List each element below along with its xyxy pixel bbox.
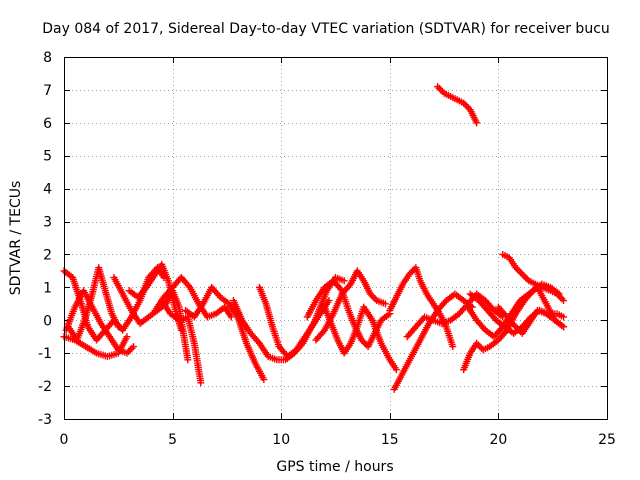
y-tick-label: 5 — [43, 149, 52, 165]
data-point-marker — [522, 273, 530, 281]
data-point-marker — [227, 313, 235, 321]
data-point-marker — [128, 344, 136, 352]
series-track-23 — [494, 303, 568, 337]
y-tick-label: -3 — [38, 412, 52, 428]
data-point-marker — [370, 293, 378, 301]
data-point-marker — [517, 269, 525, 277]
data-point-marker — [260, 376, 268, 384]
data-point-marker — [520, 272, 528, 280]
y-tick-label: 7 — [43, 83, 52, 99]
x-tick-label: 15 — [381, 432, 399, 448]
series-track-14 — [321, 303, 400, 374]
series-track-18 — [434, 83, 481, 127]
data-point-marker — [197, 379, 205, 387]
data-point-marker — [437, 86, 445, 94]
series-track-16 — [386, 264, 457, 351]
x-tick-label: 0 — [60, 432, 69, 448]
y-tick-label: 4 — [43, 182, 52, 198]
data-point-marker — [114, 323, 122, 331]
data-point-marker — [177, 326, 185, 334]
data-point-marker — [434, 83, 442, 91]
plot-frame — [64, 57, 608, 420]
y-tick-label: -1 — [38, 346, 52, 362]
data-point-marker — [340, 277, 348, 285]
series-track-8 — [151, 273, 235, 321]
series-track-4 — [64, 264, 122, 344]
x-tick-label: 10 — [272, 432, 290, 448]
data-point-marker — [449, 343, 457, 351]
data-point-marker — [130, 343, 138, 351]
x-axis-label: GPS time / hours — [276, 459, 393, 475]
y-tick-label: 6 — [43, 116, 52, 132]
y-axis-label: SDTVAR / TECUs — [8, 181, 24, 296]
series-track-7 — [158, 297, 205, 387]
data-point-marker — [381, 300, 389, 308]
y-tick-label: 1 — [43, 280, 52, 296]
data-point-marker — [560, 313, 568, 321]
data-point-marker — [325, 297, 333, 305]
x-tick-label: 5 — [168, 432, 177, 448]
x-tick-label: 25 — [598, 432, 616, 448]
chart-title: Day 084 of 2017, Sidereal Day-to-day VTE… — [42, 21, 610, 37]
data-point-marker — [560, 297, 568, 305]
y-tick-label: 3 — [43, 215, 52, 231]
data-point-marker — [123, 333, 131, 341]
data-point-marker — [515, 267, 523, 275]
series-track-3 — [62, 287, 138, 357]
series-track-22 — [499, 250, 568, 305]
y-tick-label: 2 — [43, 247, 52, 263]
y-tick-label: 8 — [43, 50, 52, 66]
y-tick-label: -2 — [38, 379, 52, 395]
grid — [64, 57, 607, 419]
axis-ticks: 0 5 10 15 20 25 -3 -2 -1 0 1 2 3 4 5 6 7 8 — [38, 50, 616, 448]
data-point-marker — [463, 102, 471, 110]
data-point-marker — [184, 356, 192, 364]
x-tick-label: 20 — [489, 432, 507, 448]
data-point-marker — [560, 323, 568, 331]
data-point-marker — [409, 267, 417, 275]
data-point-marker — [125, 348, 133, 356]
data-point-marker — [473, 119, 481, 127]
data-point-marker — [518, 270, 526, 278]
y-tick-label: 0 — [43, 313, 52, 329]
data-points — [60, 83, 568, 393]
data-point-marker — [392, 366, 400, 374]
